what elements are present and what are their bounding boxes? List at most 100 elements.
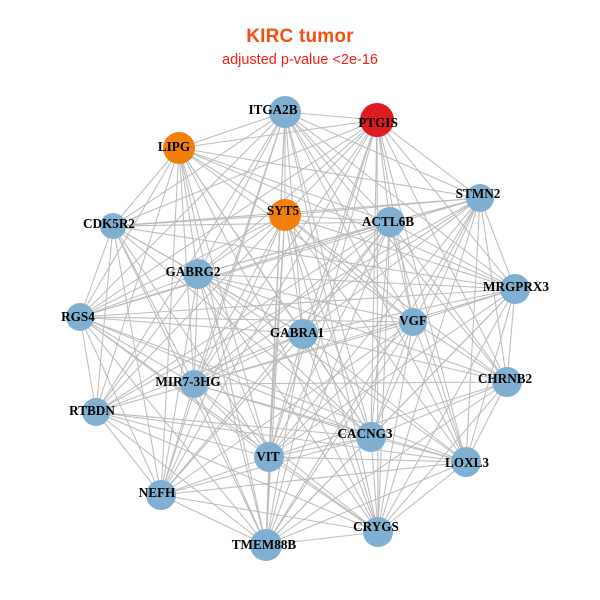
graph-edge (79, 316, 267, 546)
graph-edge (265, 381, 508, 546)
graph-node-gabrg2[interactable] (183, 259, 213, 289)
graph-node-label-tmem88b: TMEM88B (232, 537, 297, 552)
graph-edge (265, 531, 379, 546)
graph-edge (178, 147, 267, 546)
graph-edge (178, 119, 378, 149)
graph-node-lipg[interactable] (163, 132, 195, 164)
graph-node-label-vgf: VGF (399, 313, 427, 328)
graph-edge (79, 316, 195, 385)
graph-node-cdk5r2[interactable] (100, 213, 126, 239)
graph-edge (265, 333, 304, 546)
graph-edge (95, 147, 180, 413)
graph-edge (160, 321, 414, 496)
graph-edge (112, 225, 516, 290)
graph-edge (389, 221, 508, 383)
graph-edge (284, 214, 391, 223)
graph-node-mir7-3hg[interactable] (180, 370, 208, 398)
graph-node-label-loxl3: LOXL3 (445, 455, 489, 470)
graph-edge (193, 383, 467, 463)
graph-edge (284, 111, 379, 533)
graph-node-vit[interactable] (254, 442, 284, 472)
graph-edge (160, 456, 270, 496)
graph-edge (79, 273, 199, 318)
graph-node-label-chrnb2: CHRNB2 (478, 371, 533, 386)
graph-edge (265, 214, 286, 546)
graph-edge (95, 411, 467, 463)
graph-edge (160, 494, 267, 546)
graph-node-gabra1[interactable] (288, 319, 318, 349)
graph-edge (465, 197, 481, 463)
graph-edge (197, 273, 467, 463)
graph-edge (160, 461, 467, 496)
node-layer (66, 96, 530, 561)
graph-node-nefh[interactable] (146, 480, 176, 510)
graph-edge (370, 381, 508, 438)
graph-node-label-mrgprx3: MRGPRX3 (483, 279, 549, 294)
graph-edge (268, 197, 481, 458)
graph-edge (284, 214, 372, 438)
graph-node-rgs4[interactable] (66, 303, 94, 331)
graph-edge (197, 111, 286, 275)
graph-edge (193, 333, 304, 385)
graph-edge (160, 111, 286, 496)
graph-edge (112, 214, 286, 227)
graph-edge (193, 383, 270, 458)
graph-edge (376, 119, 467, 463)
graph-node-rtbdn[interactable] (82, 398, 110, 426)
graph-node-cacng3[interactable] (356, 422, 386, 452)
graph-node-stmn2[interactable] (466, 184, 494, 212)
graph-edge (376, 119, 516, 290)
graph-edge (112, 225, 162, 496)
graph-edge (79, 147, 180, 318)
graph-edge (79, 221, 391, 318)
graph-edge (376, 119, 481, 199)
graph-edge (178, 147, 270, 458)
graph-edge (268, 288, 516, 458)
graph-node-syt5[interactable] (269, 199, 301, 231)
graph-edge (178, 147, 379, 533)
graph-edge (160, 383, 195, 496)
graph-edge (79, 316, 304, 335)
graph-edge (178, 147, 199, 275)
graph-edge (112, 111, 286, 227)
graph-edge (370, 221, 391, 438)
graph-edge (412, 321, 467, 463)
figure-title-block: KIRC tumor adjusted p-value <2e-16 (0, 26, 600, 70)
graph-node-actl6b[interactable] (375, 207, 405, 237)
graph-edge (268, 321, 414, 458)
graph-node-label-syt5: SYT5 (267, 203, 300, 218)
graph-edge (370, 436, 467, 463)
graph-edge (302, 333, 467, 463)
graph-node-ptgis[interactable] (360, 103, 394, 137)
graph-edge (193, 321, 414, 385)
graph-edge (79, 225, 114, 318)
graph-node-label-stmn2: STMN2 (456, 186, 501, 201)
graph-edge (95, 411, 372, 438)
graph-edge (160, 119, 378, 496)
graph-node-label-crygs: CRYGS (353, 519, 399, 534)
graph-edge (268, 456, 379, 533)
graph-node-itga2b[interactable] (269, 96, 301, 128)
graph-edge (160, 494, 379, 533)
graph-edge (79, 316, 162, 496)
graph-edge (95, 411, 162, 496)
graph-node-loxl3[interactable] (451, 447, 481, 477)
graph-edge (284, 214, 467, 463)
graph-edge (302, 333, 379, 533)
graph-edge (193, 214, 286, 385)
graph-edge (197, 273, 304, 335)
graph-node-label-gabrg2: GABRG2 (166, 264, 221, 279)
graph-edge (79, 316, 372, 438)
graph-node-tmem88b[interactable] (250, 529, 282, 561)
graph-node-crygs[interactable] (363, 517, 393, 547)
graph-edge (160, 273, 199, 496)
graph-node-mrgprx3[interactable] (500, 274, 530, 304)
graph-node-chrnb2[interactable] (492, 367, 522, 397)
graph-edge (197, 119, 378, 275)
graph-edge (370, 321, 414, 438)
graph-edge (265, 461, 467, 546)
graph-edge (389, 221, 516, 290)
graph-node-vgf[interactable] (399, 308, 427, 336)
graph-edge (377, 381, 508, 533)
